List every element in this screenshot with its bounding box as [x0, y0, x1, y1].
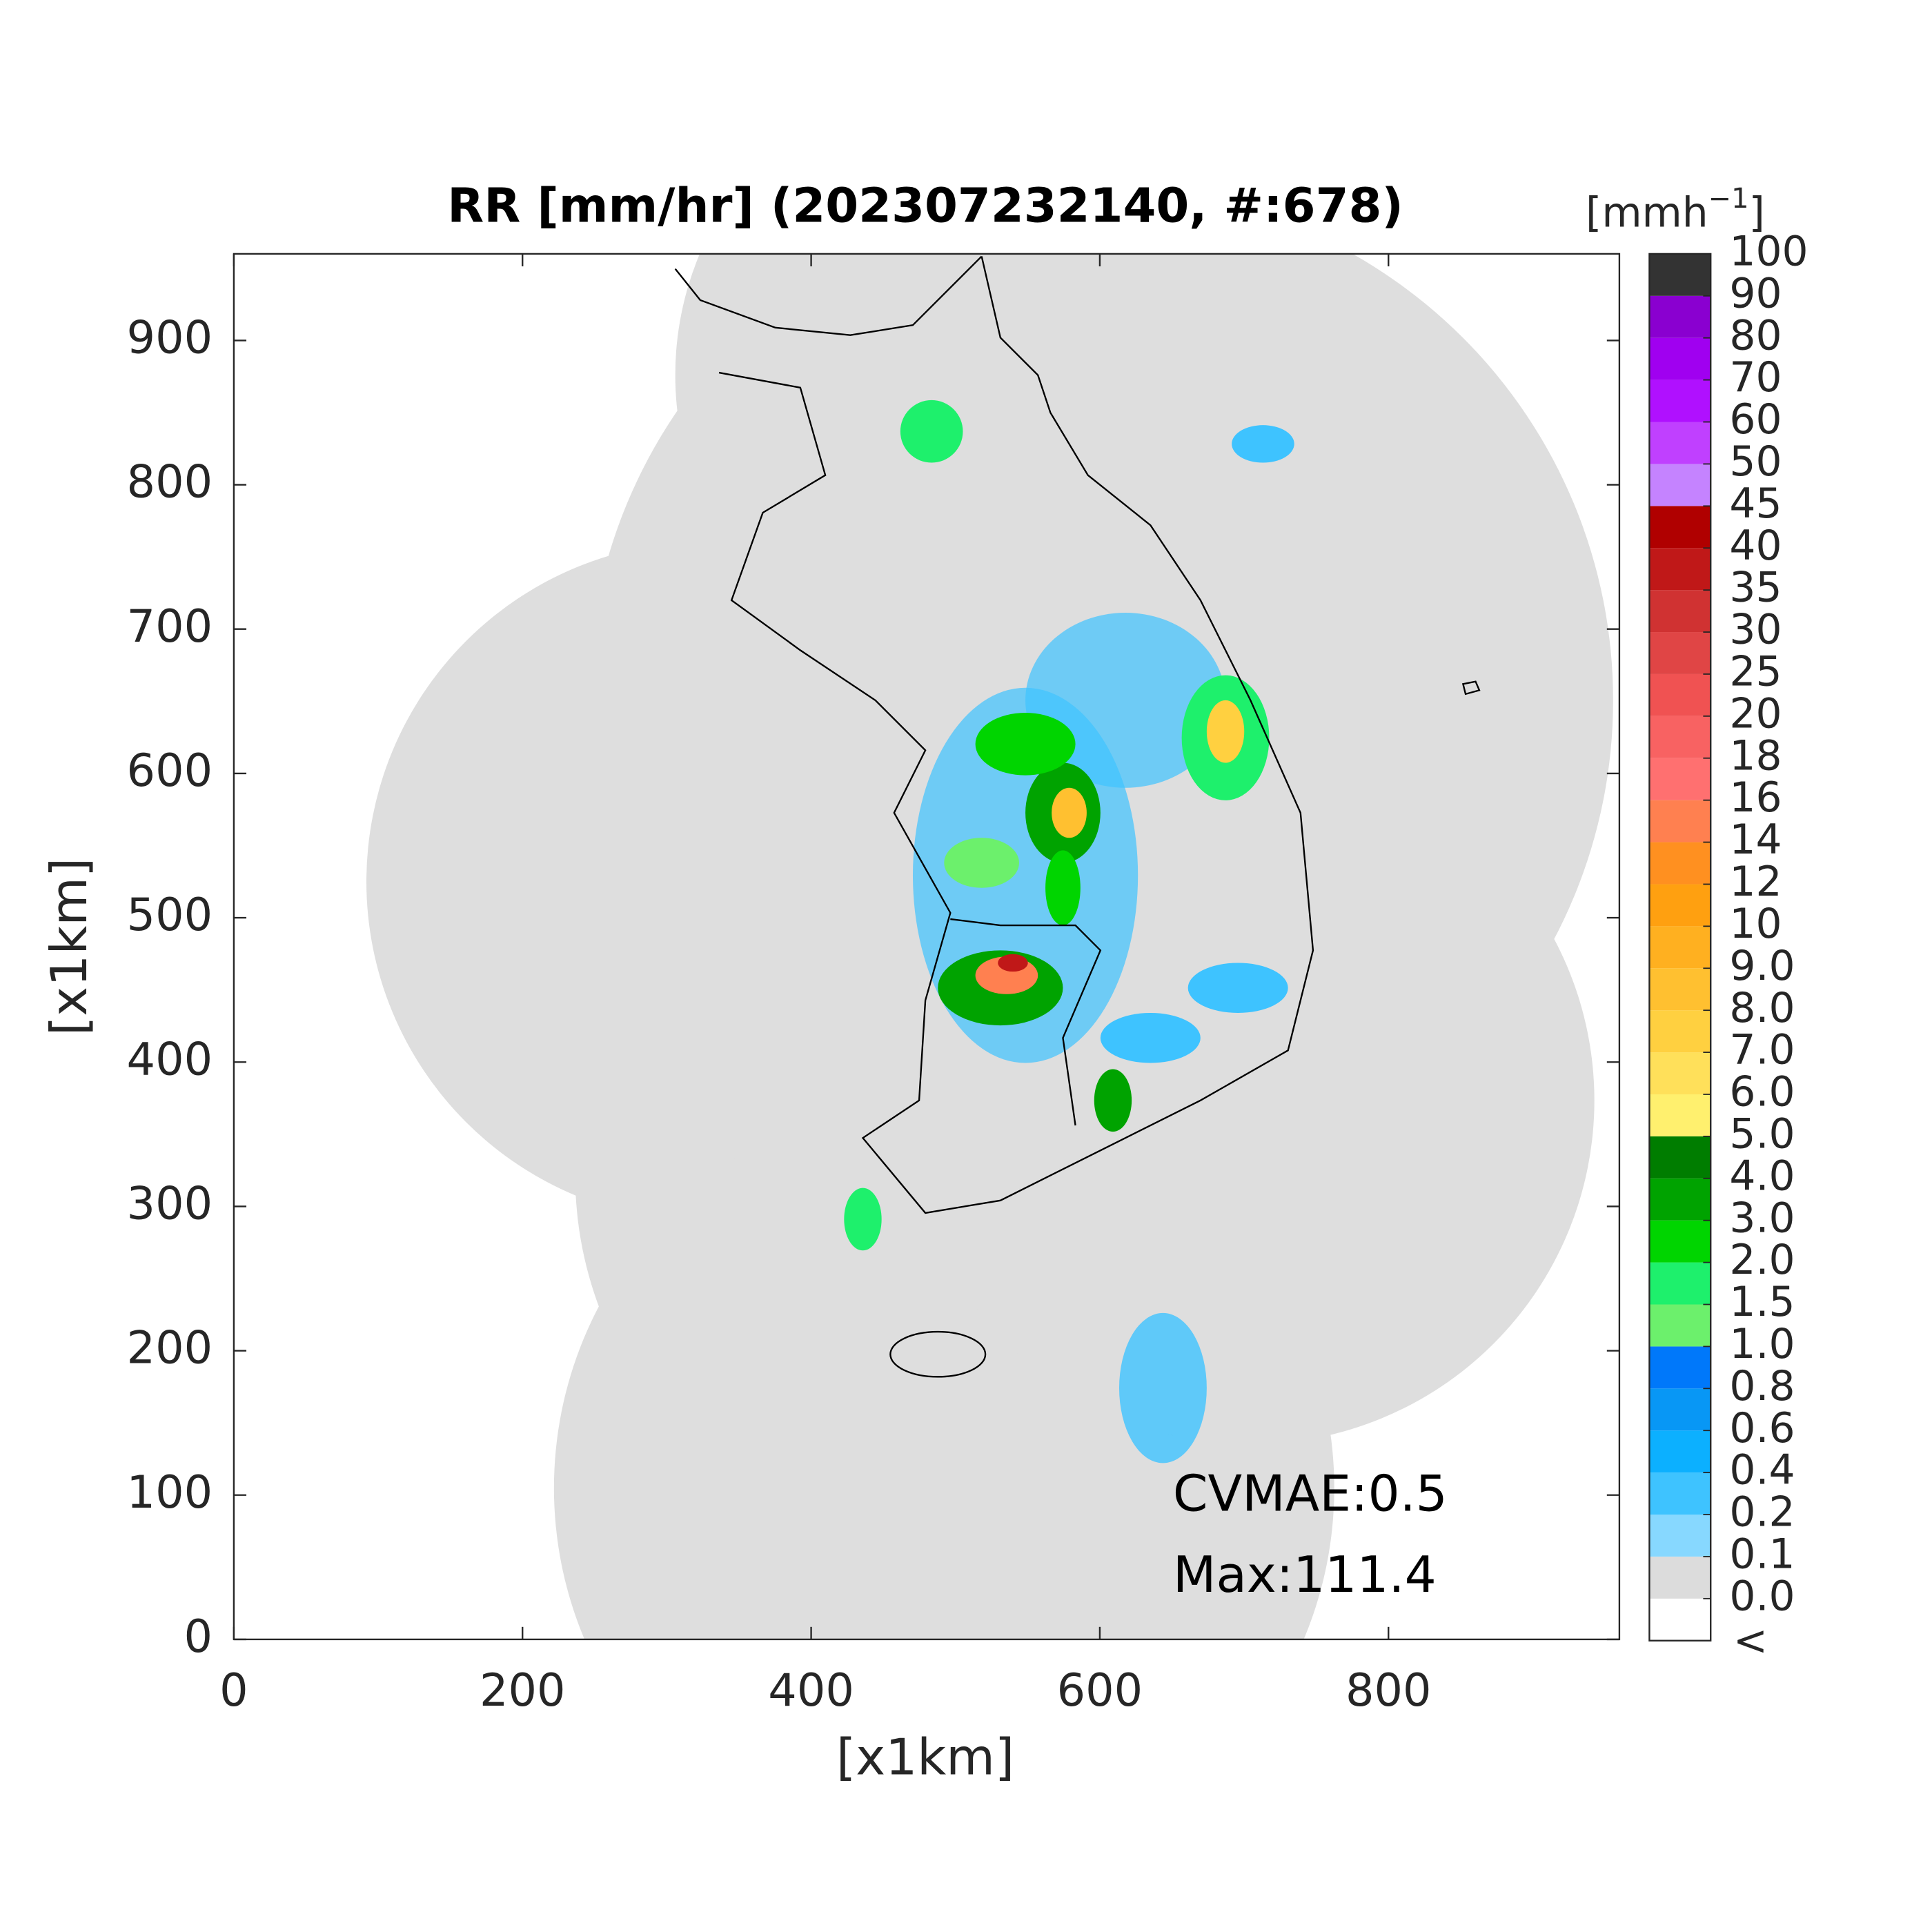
- colorbar-band: [1649, 716, 1711, 758]
- colorbar-tick-label: 30: [1729, 606, 1782, 654]
- y-tick-label: 0: [184, 1610, 213, 1663]
- y-tick-label: 800: [127, 456, 213, 509]
- colorbar-tick-label: 0.8: [1729, 1362, 1795, 1410]
- colorbar-tick-label: 60: [1729, 395, 1782, 444]
- colorbar-band: [1649, 1556, 1711, 1599]
- colorbar-tick-label: 0.6: [1729, 1404, 1795, 1452]
- colorbar-band: [1649, 379, 1711, 422]
- x-tick-label: 400: [768, 1664, 854, 1717]
- colorbar-under-label: <: [1733, 1617, 1768, 1665]
- colorbar-tick-label: 0.4: [1729, 1446, 1795, 1495]
- colorbar-tick-label: 20: [1729, 689, 1782, 738]
- colorbar-band: [1649, 506, 1711, 549]
- colorbar-band: [1649, 1304, 1711, 1347]
- colorbar-band: [1649, 1136, 1711, 1179]
- colorbar-tick-label: 1.5: [1729, 1278, 1795, 1326]
- colorbar-band: [1649, 464, 1711, 506]
- colorbar-tick-label: 35: [1729, 564, 1782, 612]
- colorbar-band: [1649, 632, 1711, 674]
- annotation: CVMAE:0.5: [1173, 1465, 1448, 1523]
- colorbar-label-part: [mmh: [1586, 188, 1708, 237]
- colorbar-tick-label: 8.0: [1729, 984, 1795, 1032]
- colorbar-band: [1649, 926, 1711, 969]
- colorbar-tick-label: 6.0: [1729, 1068, 1795, 1116]
- colorbar-tick-label: 80: [1729, 311, 1782, 359]
- colorbar-tick-label: 10: [1729, 900, 1782, 948]
- colorbar-tick-label: 25: [1729, 648, 1782, 696]
- colorbar-band: [1649, 548, 1711, 591]
- colorbar-band: [1649, 295, 1711, 338]
- radar-coverage: [366, 253, 1613, 1639]
- colorbar-band: [1649, 1346, 1711, 1389]
- colorbar-band: [1649, 673, 1711, 716]
- x-axis-label: [x1km]: [836, 1729, 1014, 1787]
- colorbar-tick-label: 50: [1729, 437, 1782, 486]
- y-tick-label: 400: [127, 1033, 213, 1085]
- colorbar-tick-label: 16: [1729, 773, 1782, 822]
- coastline: [674, 255, 1481, 1378]
- y-tick-label: 100: [127, 1466, 213, 1519]
- colorbar-tick-label: 70: [1729, 353, 1782, 402]
- colorbar-tick-label: 12: [1729, 858, 1782, 906]
- colorbar-band: [1649, 1388, 1711, 1431]
- colorbar-tick-label: 9.0: [1729, 942, 1795, 990]
- colorbar-band: [1649, 1430, 1711, 1473]
- colorbar-tick-label: 90: [1729, 269, 1782, 317]
- colorbar-band: [1649, 842, 1711, 885]
- colorbar-tick-label: 45: [1729, 480, 1782, 528]
- y-tick-label: 900: [127, 311, 213, 364]
- axes-box: [233, 253, 1621, 1641]
- colorbar-band: [1649, 968, 1711, 1011]
- colorbar-tick-label: 0.0: [1729, 1572, 1795, 1620]
- colorbar-tick-label: 5.0: [1729, 1110, 1795, 1158]
- colorbar-tick-label: 18: [1729, 731, 1782, 780]
- colorbar-band: [1649, 800, 1711, 842]
- colorbar-band: [1649, 1262, 1711, 1305]
- colorbar-tick-label: 4.0: [1729, 1152, 1795, 1200]
- chart-title: RR [mm/hr] (202307232140, #:678): [447, 179, 1403, 234]
- y-tick-label: 200: [127, 1322, 213, 1374]
- colorbar-tick-label: 14: [1729, 816, 1782, 864]
- colorbar-band: [1649, 422, 1711, 464]
- colorbar-band: [1649, 1472, 1711, 1515]
- colorbar-tick-label: 100: [1729, 227, 1808, 275]
- colorbar-band: [1649, 758, 1711, 800]
- x-tick-label: 800: [1346, 1664, 1432, 1717]
- colorbar-label-sup: −1: [1708, 182, 1749, 214]
- rain-echoes: [844, 400, 1294, 1463]
- colorbar-under: [1649, 1598, 1711, 1641]
- colorbar-band: [1649, 337, 1711, 380]
- y-tick-label: 600: [127, 745, 213, 797]
- colorbar-band: [1649, 1515, 1711, 1557]
- colorbar-band: [1649, 1220, 1711, 1263]
- y-tick-label: 700: [127, 600, 213, 653]
- annotation: Max:111.4: [1173, 1546, 1437, 1604]
- y-tick-label: 500: [127, 889, 213, 941]
- colorbar-tick-label: 2.0: [1729, 1236, 1795, 1284]
- colorbar-band: [1649, 1178, 1711, 1221]
- colorbar-band: [1649, 1010, 1711, 1053]
- colorbar-band: [1649, 884, 1711, 927]
- colorbar-tick-label: 3.0: [1729, 1194, 1795, 1242]
- colorbar-tick-label: 0.2: [1729, 1488, 1795, 1537]
- colorbar-band: [1649, 253, 1711, 296]
- y-tick-label: 300: [127, 1177, 213, 1230]
- colorbar-label: [mmh−1]: [1586, 182, 1765, 237]
- colorbar-tick-label: 1.0: [1729, 1320, 1795, 1368]
- colorbar-label-part: ]: [1748, 188, 1764, 237]
- colorbar-band: [1649, 1052, 1711, 1094]
- x-tick-label: 0: [219, 1664, 248, 1717]
- colorbar-tick-label: 40: [1729, 522, 1782, 570]
- x-tick-label: 200: [480, 1664, 566, 1717]
- colorbar-band: [1649, 1094, 1711, 1136]
- y-axis-label: [x1km]: [41, 858, 99, 1036]
- colorbar-box: [1648, 253, 1712, 1642]
- radar-field: [366, 253, 1613, 1639]
- colorbar-tick-label: 0.1: [1729, 1530, 1795, 1579]
- colorbar-tick-label: 7.0: [1729, 1026, 1795, 1074]
- x-tick-label: 600: [1057, 1664, 1143, 1717]
- colorbar-band: [1649, 590, 1711, 633]
